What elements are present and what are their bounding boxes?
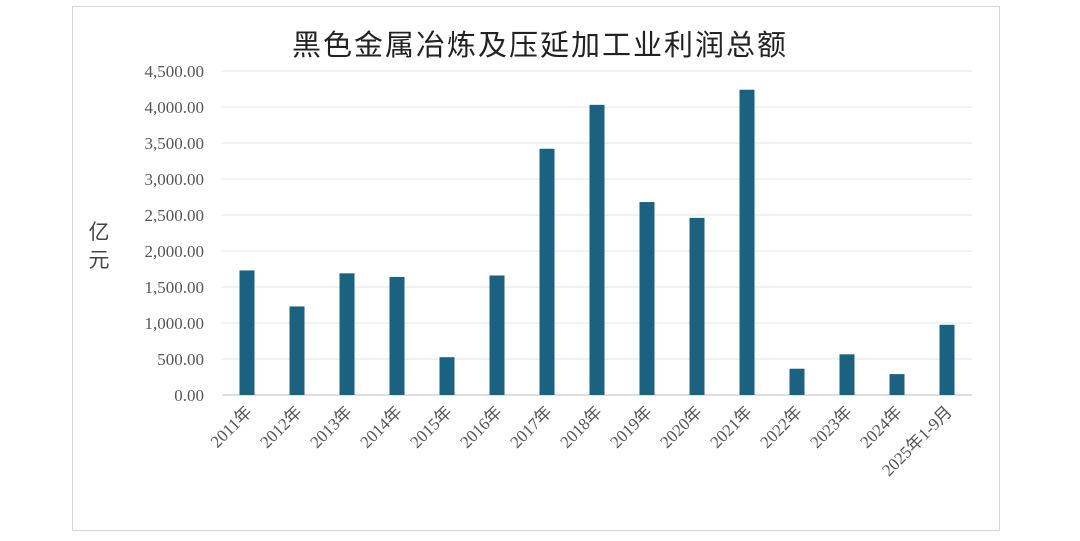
x-tick-label: 2021年 (706, 402, 755, 451)
x-tick-label: 2017年 (506, 402, 555, 451)
y-tick-label: 1,000.00 (145, 314, 205, 333)
y-tick-label: 4,000.00 (145, 98, 205, 117)
bar (739, 89, 755, 395)
chart-frame (72, 6, 1000, 531)
bar (639, 202, 655, 395)
bars (239, 89, 955, 395)
bar (489, 275, 505, 395)
x-tick-label: 2023年 (806, 402, 855, 451)
x-tick-label: 2020年 (656, 402, 705, 451)
y-tick-labels: 0.00 500.00 1,000.00 1,500.00 2,000.00 2,500.… (145, 62, 205, 405)
x-tick-label: 2022年 (756, 402, 805, 451)
bar (589, 104, 605, 395)
x-tick-label: 2019年 (606, 402, 655, 451)
x-tick-label: 2018年 (556, 402, 605, 451)
y-tick-label: 0.00 (174, 386, 204, 405)
y-tick-label: 500.00 (157, 350, 204, 369)
x-tick-label: 2016年 (456, 402, 505, 451)
y-tick-label: 3,000.00 (145, 170, 205, 189)
bar (839, 354, 855, 395)
x-tick-labels: 2011年 2012年 2013年 2014年 2015年 2016年 2017年 2018年… (207, 402, 956, 480)
bar (789, 368, 805, 395)
y-tick-label: 4,500.00 (145, 62, 205, 81)
bar (889, 374, 905, 395)
x-tick-label: 2012年 (256, 402, 305, 451)
chart-title: 黑色金属冶炼及压延加工业利润总额 (291, 28, 788, 62)
x-tick-label: 2014年 (356, 402, 405, 451)
bar (439, 357, 455, 395)
y-tick-label: 3,500.00 (145, 134, 205, 153)
x-tick-label: 2015年 (406, 402, 455, 451)
y-tick-label: 2,500.00 (145, 206, 205, 225)
y-tick-label: 1,500.00 (145, 278, 205, 297)
x-tick-label: 2011年 (207, 402, 256, 451)
bar (689, 217, 705, 395)
bar (339, 273, 355, 395)
y-tick-label: 2,000.00 (145, 242, 205, 261)
bar (939, 324, 955, 395)
bar (289, 306, 305, 395)
y-axis-label: 亿元 (88, 220, 110, 272)
bar (389, 276, 405, 395)
x-tick-label: 2024年 (856, 402, 905, 451)
x-tick-label: 2013年 (306, 402, 355, 451)
bar (539, 148, 555, 395)
bar (239, 270, 255, 395)
